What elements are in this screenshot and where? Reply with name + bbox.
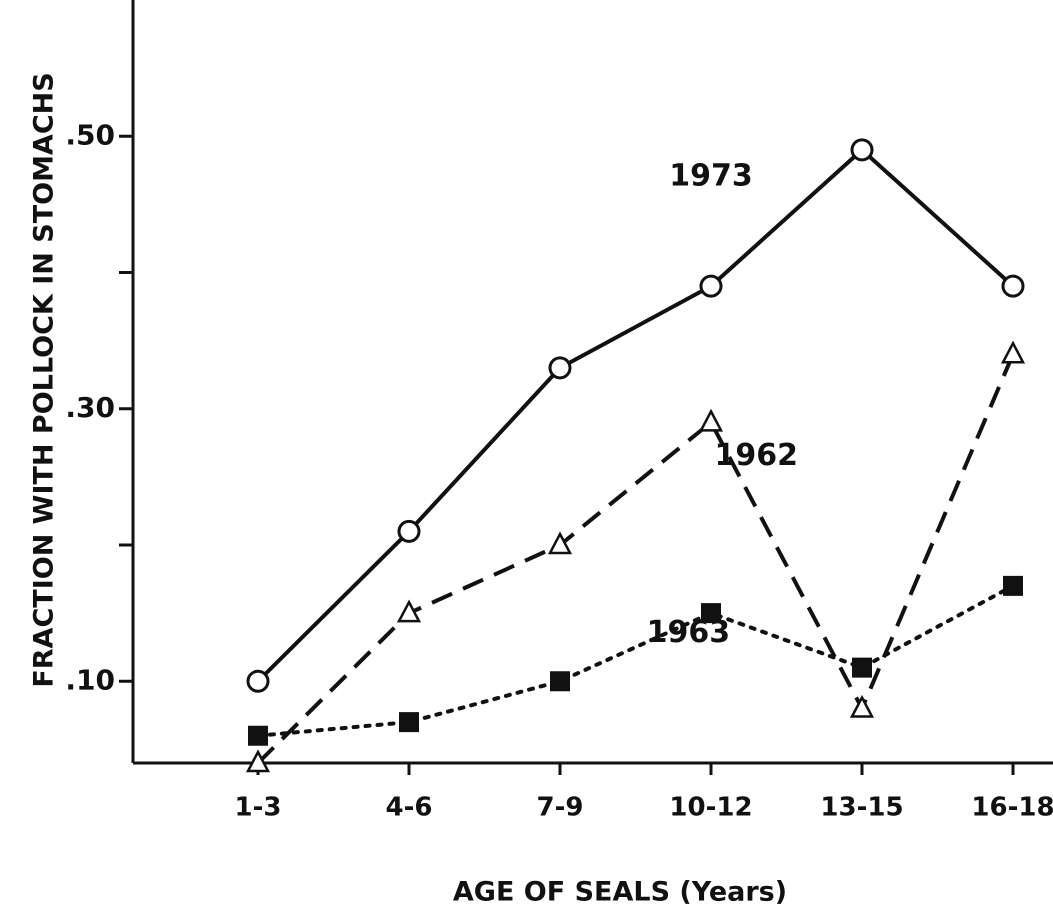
- marker-triangle: [1000, 340, 1026, 364]
- x-tick-label: 13-15: [820, 793, 903, 823]
- y-axis-title: FRACTION WITH POLLOCK IN STOMACHS: [29, 72, 60, 687]
- series-line: [256, 353, 1015, 765]
- series-label: 1962: [715, 438, 799, 473]
- marker-square: [248, 725, 268, 746]
- marker-triangle: [547, 531, 573, 555]
- marker-triangle: [245, 749, 271, 773]
- x-tick-label: 4-6: [386, 793, 433, 823]
- x-tick-label: 1-3: [235, 793, 282, 823]
- y-tick-label: .10: [65, 663, 115, 696]
- marker-square: [1003, 575, 1023, 596]
- x-tick-label: 16-18: [971, 793, 1053, 823]
- marker-triangle: [698, 408, 724, 432]
- y-tick-label: .30: [65, 391, 115, 424]
- x-tick-label: 7-9: [537, 793, 584, 823]
- series-label: 1973: [669, 159, 753, 194]
- marker-triangle: [849, 694, 875, 718]
- marker-circle: [699, 274, 723, 298]
- y-tick-label: .50: [65, 118, 115, 151]
- x-axis-title: AGE OF SEALS (Years): [453, 877, 787, 908]
- marker-circle: [1001, 274, 1025, 298]
- series-line: [256, 147, 1015, 683]
- marker-square: [550, 671, 570, 692]
- series-label: 1963: [647, 615, 731, 650]
- marker-triangle: [396, 599, 422, 623]
- marker-square: [852, 657, 872, 678]
- marker-square: [701, 603, 721, 624]
- marker-circle: [246, 669, 270, 693]
- series-line: [256, 583, 1015, 738]
- marker-circle: [850, 138, 874, 162]
- x-tick-label: 10-12: [669, 793, 752, 823]
- marker-square: [399, 712, 419, 733]
- marker-circle: [397, 519, 421, 543]
- marker-circle: [548, 356, 572, 380]
